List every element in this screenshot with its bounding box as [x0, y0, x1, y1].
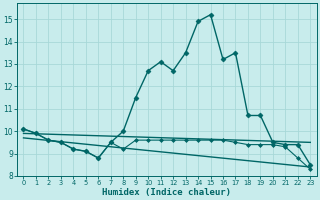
- X-axis label: Humidex (Indice chaleur): Humidex (Indice chaleur): [102, 188, 231, 197]
